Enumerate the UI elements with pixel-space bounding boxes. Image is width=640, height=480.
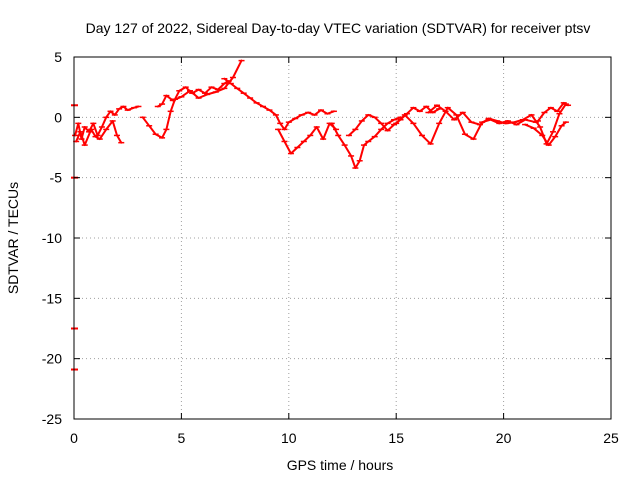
- x-tick-label: 15: [388, 430, 404, 446]
- series-arc-h: [345, 105, 443, 137]
- series-line: [74, 105, 140, 141]
- y-tick-label: 5: [54, 49, 62, 65]
- series-line: [330, 116, 402, 169]
- y-tick-label: -20: [42, 351, 62, 367]
- series-arc-l: [534, 101, 572, 122]
- series-line: [277, 122, 338, 155]
- series-line: [75, 120, 123, 147]
- x-tick-label: 0: [70, 430, 78, 446]
- series-line: [141, 80, 230, 139]
- series-arc-d: [154, 59, 245, 108]
- y-tick-label: -5: [50, 170, 63, 186]
- series-line: [156, 59, 243, 108]
- chart-title: Day 127 of 2022, Sidereal Day-to-day VTE…: [86, 20, 591, 36]
- series-arc-a: [72, 105, 142, 141]
- x-tick-label: 10: [281, 430, 297, 446]
- x-tick-label: 25: [603, 430, 619, 446]
- series-line: [395, 106, 537, 145]
- y-tick-labels: 5 0 -5 -10 -15 -20 -25: [42, 49, 62, 427]
- series-arc-i: [393, 106, 539, 145]
- series-arc-g: [328, 116, 404, 169]
- y-tick-label: 0: [54, 109, 62, 125]
- axis-ticks: [73, 56, 612, 420]
- y-tick-label: -10: [42, 230, 62, 246]
- series-line: [223, 77, 335, 131]
- x-tick-labels: 0 5 10 15 20 25: [70, 430, 619, 446]
- x-tick-label: 20: [496, 430, 512, 446]
- series-arc-f: [275, 122, 340, 155]
- x-tick-label: 5: [178, 430, 186, 446]
- grid-lines: [74, 57, 611, 419]
- y-tick-label: -15: [42, 290, 62, 306]
- x-axis-label: GPS time / hours: [287, 457, 394, 473]
- series-layer: [72, 59, 572, 169]
- y-axis-label: SDTVAR / TECUs: [5, 182, 21, 294]
- series-arc-c: [139, 80, 232, 139]
- y-tick-label: -25: [42, 411, 62, 427]
- series-arc-e: [221, 77, 337, 131]
- series-arc-b: [73, 120, 125, 147]
- series-arc-k: [522, 121, 569, 147]
